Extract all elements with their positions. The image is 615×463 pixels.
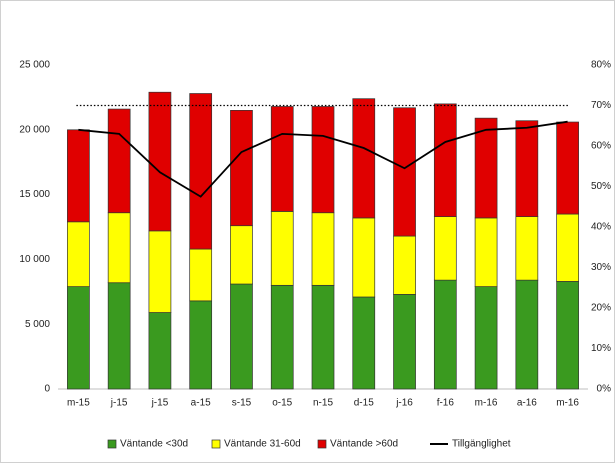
bar-segment	[556, 281, 579, 390]
y2-tick-label: 70%	[591, 100, 611, 111]
bar-segment	[393, 235, 416, 295]
bar-segment	[67, 129, 90, 223]
x-tick-label: j-16	[395, 398, 413, 409]
x-tick-label: j-15	[110, 398, 128, 409]
x-tick-label: s-15	[232, 398, 252, 409]
legend-label: Tillgänglighet	[452, 439, 511, 450]
bar-segment	[433, 216, 457, 281]
x-tick-label: j-15	[151, 398, 169, 409]
legend-swatch	[211, 439, 221, 449]
bar-segment	[270, 284, 294, 390]
bar-segment	[556, 121, 579, 215]
x-tick-label: o-15	[272, 398, 292, 409]
y-tick-label: 25 000	[19, 60, 50, 71]
bar-segment	[393, 107, 416, 237]
bar-segment	[352, 217, 376, 298]
bar-segment	[474, 286, 498, 390]
y-tick-label: 10 000	[19, 254, 50, 265]
bar-segment	[433, 279, 457, 390]
y2-tick-label: 0%	[597, 384, 612, 395]
bar-segment	[352, 296, 376, 390]
bar-segment	[107, 282, 131, 390]
y2-tick-label: 10%	[591, 343, 611, 354]
bar-segment	[230, 225, 253, 285]
bar-segment	[393, 294, 416, 390]
bar-segment	[189, 248, 213, 302]
bar-segment	[189, 93, 213, 250]
bar-segment	[311, 284, 335, 390]
y-tick-label: 5 000	[25, 319, 50, 330]
bar-segment	[148, 312, 172, 390]
x-tick-label: n-15	[313, 398, 333, 409]
bar-segment	[515, 216, 539, 281]
y-tick-label: 20 000	[19, 124, 50, 135]
bar-segment	[474, 217, 498, 287]
x-tick-label: a-16	[517, 398, 537, 409]
y-tick-label: 0	[44, 384, 50, 395]
line	[78, 120, 568, 198]
x-tick-label: f-16	[437, 398, 455, 409]
legend-label: Väntande <30d	[120, 439, 188, 450]
legend-label: Väntande >60d	[330, 439, 398, 450]
y2-tick-label: 60%	[591, 141, 611, 152]
bar-segment	[556, 213, 579, 282]
y-tick-label: 15 000	[19, 189, 50, 200]
bar-segment	[67, 286, 90, 390]
bar-segment	[107, 108, 131, 214]
bar-segment	[67, 221, 90, 287]
bar-segment	[311, 106, 335, 214]
x-tick-label: m-16	[556, 398, 579, 409]
y2-tick-label: 50%	[591, 181, 611, 192]
x-tick-label: a-15	[191, 398, 211, 409]
bar-segment	[270, 106, 294, 212]
bar-segment	[107, 212, 131, 284]
bar-segment	[189, 300, 213, 390]
bar-segment	[474, 117, 498, 219]
y2-tick-label: 40%	[591, 222, 611, 233]
y2-tick-label: 20%	[591, 303, 611, 314]
bar-segment	[311, 212, 335, 286]
x-tick-label: m-16	[475, 398, 498, 409]
bar-segment	[230, 283, 253, 390]
y2-tick-label: 30%	[591, 262, 611, 273]
bar-segment	[515, 120, 539, 217]
bar-segment	[433, 103, 457, 217]
legend-swatch	[317, 439, 327, 449]
bar-segment	[148, 91, 172, 232]
legend-label: Väntande 31-60d	[224, 439, 301, 450]
bar-segment	[515, 279, 539, 390]
bar-segment	[148, 230, 172, 313]
legend-swatch	[107, 439, 117, 449]
bar-segment	[270, 211, 294, 286]
bar-segment	[352, 98, 376, 219]
x-tick-label: d-15	[354, 398, 374, 409]
y2-tick-label: 80%	[591, 60, 611, 71]
x-tick-label: m-15	[67, 398, 90, 409]
bar-segment	[230, 110, 253, 227]
